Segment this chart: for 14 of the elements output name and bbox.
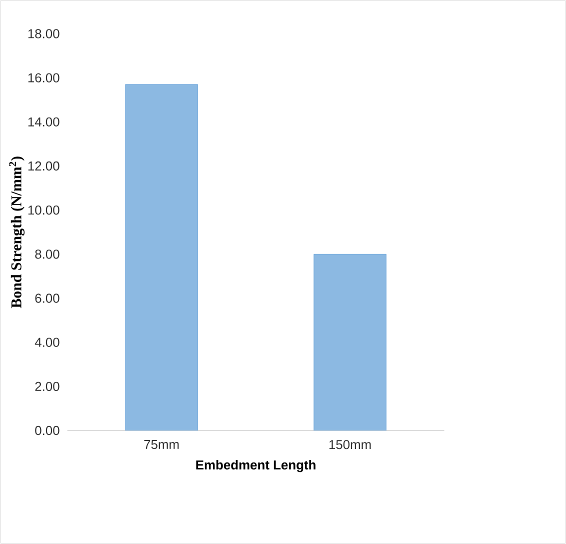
y-tick-label: 0.00 (35, 426, 60, 436)
y-axis-title: Bond Strength (N/mm$^{2}$) (9, 156, 25, 308)
y-tick-label: 16.00 (28, 73, 60, 82)
x-tick-label: 150mm (329, 440, 371, 450)
y-tick-label: 2.00 (35, 382, 60, 392)
y-tick-label: 6.00 (35, 294, 60, 303)
y-tick-label: 18.00 (28, 29, 60, 38)
y-tick-label: 10.00 (28, 206, 60, 215)
y-tick-label: 14.00 (28, 117, 60, 127)
y-tick-label: 4.00 (34, 338, 60, 347)
y-tick-label: 12.00 (28, 161, 60, 171)
y-tick-label: 8.00 (35, 250, 60, 259)
x-tick-label: 75mm (144, 440, 179, 450)
x-axis-title: Embedment Length (196, 460, 316, 472)
